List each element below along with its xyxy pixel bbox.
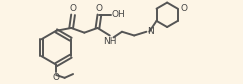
Text: O: O bbox=[53, 73, 60, 82]
Text: O: O bbox=[181, 4, 188, 13]
Text: O: O bbox=[96, 4, 103, 13]
Text: NH: NH bbox=[103, 37, 116, 46]
Text: N: N bbox=[147, 27, 154, 36]
Text: O: O bbox=[69, 4, 77, 13]
Text: OH: OH bbox=[112, 10, 125, 19]
